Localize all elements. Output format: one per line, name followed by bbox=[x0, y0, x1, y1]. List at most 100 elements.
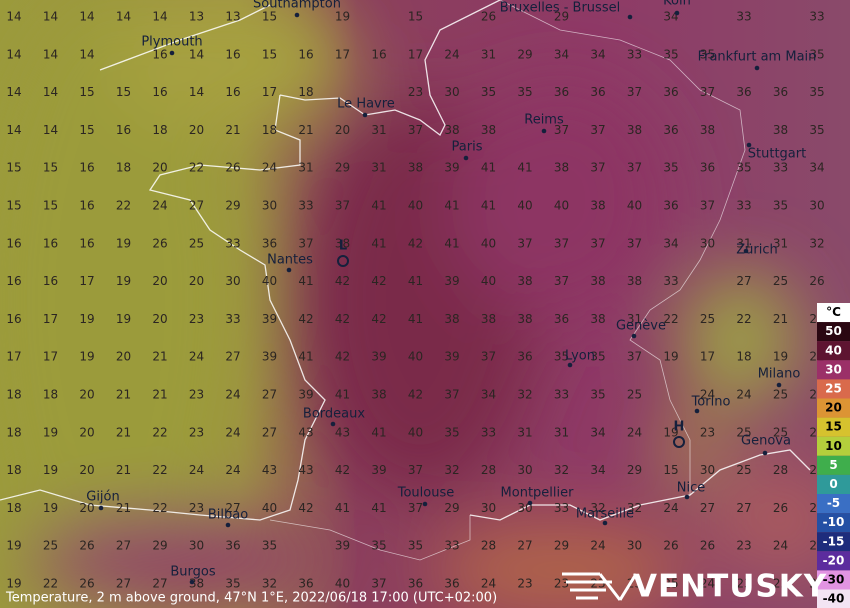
grid-temperature: 37 bbox=[298, 236, 313, 250]
grid-temperature: 37 bbox=[700, 199, 715, 213]
grid-temperature: 37 bbox=[408, 123, 423, 137]
grid-temperature: 37 bbox=[590, 123, 605, 137]
grid-temperature: 41 bbox=[444, 199, 459, 213]
grid-temperature: 40 bbox=[335, 577, 350, 591]
grid-temperature: 24 bbox=[736, 388, 751, 402]
grid-temperature: 42 bbox=[335, 274, 350, 288]
grid-temperature: 42 bbox=[335, 312, 350, 326]
grid-temperature: 19 bbox=[663, 425, 678, 439]
grid-temperature: 41 bbox=[517, 161, 532, 175]
grid-temperature: 22 bbox=[663, 312, 678, 326]
grid-temperature: 33 bbox=[225, 236, 240, 250]
grid-temperature: 27 bbox=[700, 501, 715, 515]
grid-temperature: 27 bbox=[262, 388, 277, 402]
city-dot bbox=[294, 12, 300, 18]
grid-temperature: 39 bbox=[371, 350, 386, 364]
grid-temperature: 29 bbox=[152, 539, 167, 553]
grid-temperature: 35 bbox=[590, 388, 605, 402]
grid-temperature: 33 bbox=[481, 425, 496, 439]
pressure-markers: LH bbox=[337, 239, 685, 448]
grid-temperature: 14 bbox=[43, 47, 58, 61]
grid-temperature: 38 bbox=[627, 274, 642, 288]
grid-temperature: 38 bbox=[444, 123, 459, 137]
grid-temperature: 15 bbox=[6, 199, 21, 213]
city-dot bbox=[541, 128, 547, 134]
grid-temperature: 20 bbox=[189, 123, 204, 137]
grid-temperature: 16 bbox=[6, 274, 21, 288]
grid-temperature: 39 bbox=[371, 463, 386, 477]
grid-temperature: 20 bbox=[79, 425, 94, 439]
coastlines bbox=[0, 0, 810, 520]
grid-temperature: 35 bbox=[225, 577, 240, 591]
grid-temperature: 16 bbox=[6, 236, 21, 250]
grid-temperature: 16 bbox=[298, 47, 313, 61]
grid-temperature: 18 bbox=[152, 123, 167, 137]
legend-label: -40 bbox=[823, 592, 845, 606]
grid-temperature: 33 bbox=[627, 47, 642, 61]
city-dot bbox=[746, 142, 752, 148]
grid-temperature: 32 bbox=[554, 463, 569, 477]
grid-temperature: 18 bbox=[736, 350, 751, 364]
grid-temperature: 37 bbox=[590, 161, 605, 175]
grid-temperature: 27 bbox=[189, 199, 204, 213]
grid-temperature: 27 bbox=[225, 350, 240, 364]
grid-temperature: 16 bbox=[79, 161, 94, 175]
legend-swatch bbox=[817, 379, 850, 399]
grid-temperature: 42 bbox=[408, 388, 423, 402]
grid-temperature: 36 bbox=[262, 236, 277, 250]
grid-temperature: 17 bbox=[6, 350, 21, 364]
city-label: Köln bbox=[663, 0, 691, 9]
grid-temperature: 29 bbox=[627, 463, 642, 477]
grid-temperature: 40 bbox=[627, 199, 642, 213]
grid-temperature: 15 bbox=[663, 463, 678, 477]
grid-temperature: 33 bbox=[809, 10, 824, 24]
grid-temperature: 25 bbox=[773, 388, 788, 402]
city-dot bbox=[330, 421, 336, 427]
grid-temperature: 37 bbox=[700, 85, 715, 99]
grid-temperature: 29 bbox=[225, 199, 240, 213]
grid-temperature: 37 bbox=[554, 274, 569, 288]
grid-temperature: 34 bbox=[554, 47, 569, 61]
city-label: Torino bbox=[691, 395, 731, 410]
grid-temperature: 31 bbox=[371, 123, 386, 137]
grid-temperature: 14 bbox=[43, 123, 58, 137]
grid-temperature: 31 bbox=[517, 425, 532, 439]
grid-temperature: 26 bbox=[809, 274, 824, 288]
grid-temperature: 22 bbox=[43, 577, 58, 591]
grid-temperature: 34 bbox=[809, 161, 824, 175]
city-label: Toulouse bbox=[397, 486, 455, 501]
grid-temperature: 20 bbox=[79, 501, 94, 515]
grid-temperature: 41 bbox=[371, 199, 386, 213]
grid-temperature: 35 bbox=[809, 123, 824, 137]
legend-swatch bbox=[817, 551, 850, 571]
grid-temperature: 20 bbox=[79, 463, 94, 477]
grid-temperature: 41 bbox=[481, 161, 496, 175]
grid-temperature: 35 bbox=[773, 199, 788, 213]
grid-temperature: 25 bbox=[700, 312, 715, 326]
grid-temperature: 41 bbox=[444, 236, 459, 250]
grid-temperature: 34 bbox=[663, 236, 678, 250]
grid-temperature: 21 bbox=[116, 425, 131, 439]
grid-temperature: 35 bbox=[700, 47, 715, 61]
grid-temperature: 40 bbox=[554, 199, 569, 213]
grid-temperature: 23 bbox=[700, 425, 715, 439]
grid-temperature: 43 bbox=[335, 425, 350, 439]
grid-temperature: 27 bbox=[116, 539, 131, 553]
grid-temperature: 31 bbox=[554, 425, 569, 439]
grid-temperature: 14 bbox=[6, 123, 21, 137]
legend-label: 50 bbox=[825, 324, 842, 338]
grid-temperature: 24 bbox=[481, 577, 496, 591]
city-label: Nice bbox=[677, 481, 705, 496]
legend-label: -15 bbox=[823, 534, 845, 548]
grid-temperature: 19 bbox=[43, 463, 58, 477]
grid-temperature: 25 bbox=[736, 463, 751, 477]
grid-temperature: 36 bbox=[554, 312, 569, 326]
city-dot bbox=[169, 50, 175, 56]
grid-temperature: 42 bbox=[298, 501, 313, 515]
legend-swatch bbox=[817, 589, 850, 608]
grid-temperature: 30 bbox=[189, 539, 204, 553]
grid-temperature: 36 bbox=[554, 85, 569, 99]
grid-temperature: 19 bbox=[79, 350, 94, 364]
grid-temperature: 39 bbox=[298, 388, 313, 402]
grid-temperature: 13 bbox=[189, 10, 204, 24]
